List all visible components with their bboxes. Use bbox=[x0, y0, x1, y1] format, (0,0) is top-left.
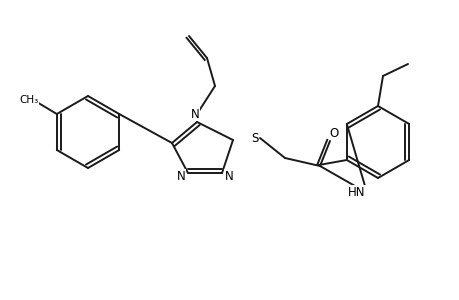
Text: S: S bbox=[251, 131, 258, 145]
Text: N: N bbox=[224, 169, 233, 182]
Text: HN: HN bbox=[347, 185, 365, 199]
Text: N: N bbox=[190, 107, 199, 121]
Text: O: O bbox=[329, 127, 338, 140]
Text: N: N bbox=[176, 169, 185, 182]
Text: CH₃: CH₃ bbox=[19, 95, 39, 105]
